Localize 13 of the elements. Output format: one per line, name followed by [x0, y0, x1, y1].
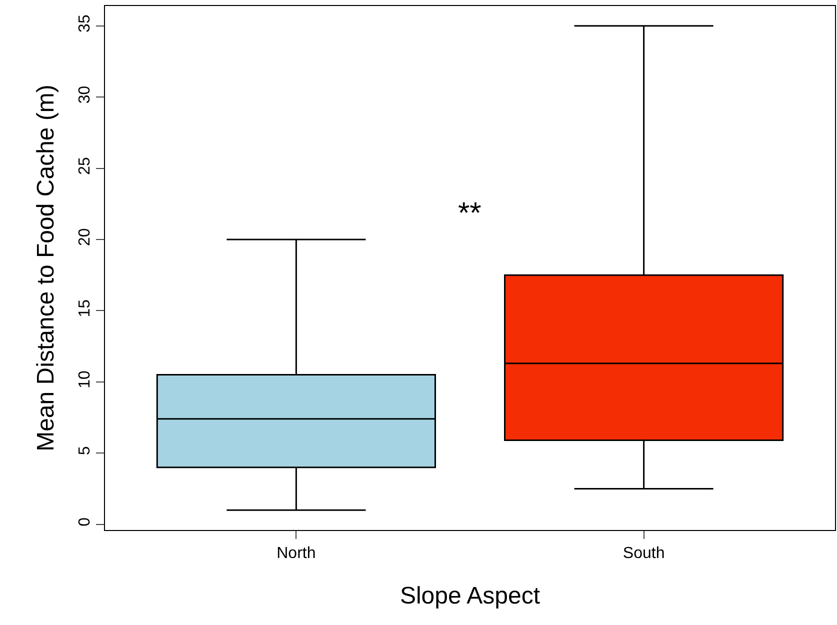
- y-tick-label: 35: [76, 14, 94, 32]
- y-tick-label: 20: [76, 228, 94, 246]
- y-tick-label: 5: [76, 446, 94, 456]
- y-tick-label: 10: [76, 370, 94, 388]
- y-tick-label: 25: [76, 156, 94, 175]
- x-tick-label: South: [622, 545, 665, 562]
- y-tick-label: 15: [76, 299, 94, 318]
- x-axis-title: Slope Aspect: [400, 582, 540, 610]
- y-axis-title: Mean Distance to Food Cache (m): [32, 84, 60, 452]
- x-tick-label: North: [276, 545, 316, 562]
- y-tick-label: 0: [76, 517, 94, 526]
- y-tick-label: 30: [76, 86, 94, 104]
- annotation: **: [458, 197, 482, 230]
